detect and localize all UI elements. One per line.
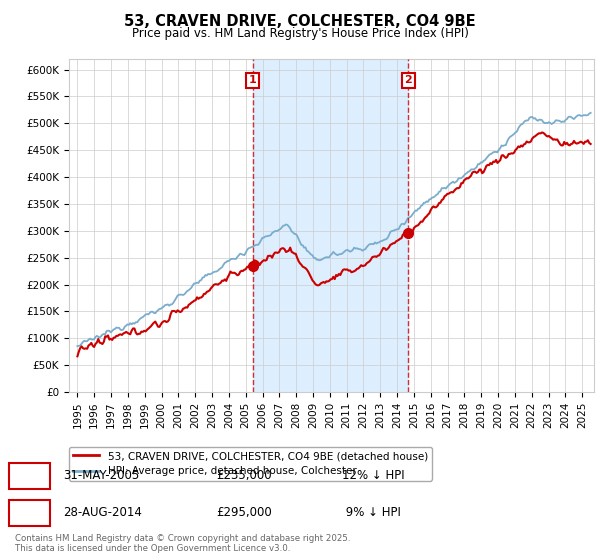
FancyBboxPatch shape <box>9 463 50 488</box>
Text: 2: 2 <box>404 75 412 85</box>
Text: 53, CRAVEN DRIVE, COLCHESTER, CO4 9BE: 53, CRAVEN DRIVE, COLCHESTER, CO4 9BE <box>124 14 476 29</box>
Bar <box>253 59 408 392</box>
Text: £235,000: £235,000 <box>216 469 272 482</box>
Text: 2: 2 <box>25 506 34 519</box>
Text: Price paid vs. HM Land Registry's House Price Index (HPI): Price paid vs. HM Land Registry's House … <box>131 27 469 40</box>
Text: 12% ↓ HPI: 12% ↓ HPI <box>342 469 404 482</box>
Text: 1: 1 <box>25 469 34 482</box>
Text: 1: 1 <box>249 75 257 85</box>
Text: 28-AUG-2014: 28-AUG-2014 <box>63 506 142 519</box>
Text: Contains HM Land Registry data © Crown copyright and database right 2025.
This d: Contains HM Land Registry data © Crown c… <box>15 534 350 553</box>
Text: 31-MAY-2005: 31-MAY-2005 <box>63 469 139 482</box>
FancyBboxPatch shape <box>9 500 50 525</box>
Legend: 53, CRAVEN DRIVE, COLCHESTER, CO4 9BE (detached house), HPI: Average price, deta: 53, CRAVEN DRIVE, COLCHESTER, CO4 9BE (d… <box>69 447 432 480</box>
Text: 9% ↓ HPI: 9% ↓ HPI <box>342 506 401 519</box>
Text: £295,000: £295,000 <box>216 506 272 519</box>
